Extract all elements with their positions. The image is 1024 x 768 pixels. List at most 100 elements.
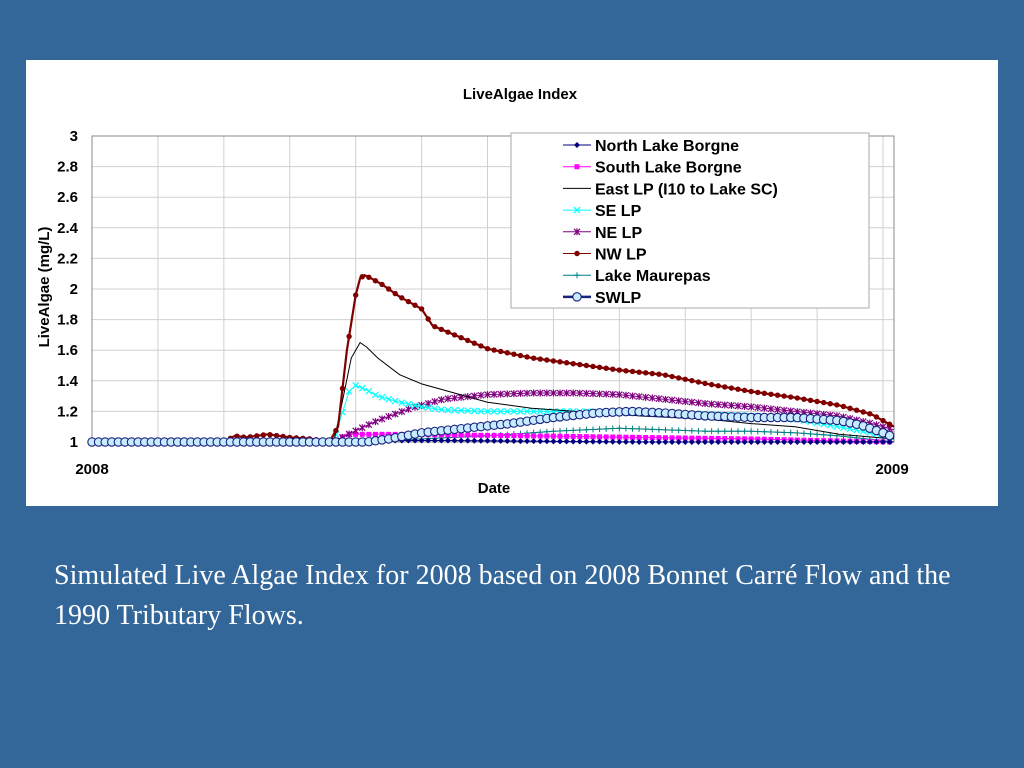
marker-lake-maurepas (787, 429, 794, 436)
marker-ne-lp (695, 399, 702, 407)
marker-nw-lp (801, 396, 807, 402)
marker-nw-lp (649, 370, 656, 377)
marker-north-lake-borgne (886, 439, 893, 445)
marker-se-lp (372, 391, 379, 399)
marker-ne-lp (734, 402, 742, 410)
marker-north-lake-borgne (484, 437, 491, 444)
marker-lake-maurepas (662, 426, 669, 433)
marker-south-lake-borgne (511, 433, 517, 439)
marker-north-lake-borgne (715, 439, 722, 445)
marker-lake-maurepas (721, 428, 728, 435)
marker-north-lake-borgne (418, 437, 425, 444)
marker-nw-lp (643, 370, 649, 376)
marker-se-lp (385, 395, 393, 403)
marker-ne-lp (727, 401, 735, 409)
y-tick-label: 3 (70, 128, 78, 145)
marker-ne-lp (378, 415, 386, 423)
marker-south-lake-borgne (649, 435, 655, 441)
marker-se-lp (484, 407, 491, 415)
marker-south-lake-borgne (735, 436, 741, 442)
x-tick-label-start: 2008 (75, 461, 108, 478)
marker-north-lake-borgne (425, 437, 432, 444)
marker-south-lake-borgne (702, 435, 708, 441)
marker-north-lake-borgne (708, 439, 715, 445)
marker-nw-lp (491, 347, 497, 353)
marker-ne-lp (622, 391, 630, 399)
marker-south-lake-borgne (636, 434, 642, 440)
marker-ne-lp (391, 410, 399, 418)
marker-north-lake-borgne (748, 439, 755, 445)
marker-north-lake-borgne (649, 439, 656, 445)
marker-se-lp (451, 406, 458, 414)
marker-nw-lp (273, 432, 280, 439)
marker-nw-lp (807, 397, 814, 404)
y-tick-label: 2.8 (57, 159, 78, 176)
marker-lake-maurepas (583, 426, 590, 433)
marker-se-lp (477, 407, 485, 415)
marker-ne-lp (741, 402, 749, 410)
marker-south-lake-borgne (715, 435, 721, 441)
marker-lake-maurepas (636, 425, 643, 432)
marker-north-lake-borgne (583, 438, 590, 445)
marker-lake-maurepas (570, 427, 577, 434)
marker-ne-lp (490, 390, 498, 398)
marker-south-lake-borgne (471, 432, 477, 438)
marker-nw-lp (708, 381, 715, 388)
marker-ne-lp (484, 391, 491, 399)
marker-ne-lp (760, 404, 768, 412)
marker-north-lake-borgne (800, 439, 807, 445)
marker-south-lake-borgne (550, 433, 556, 439)
marker-north-lake-borgne (814, 439, 821, 445)
marker-ne-lp (365, 421, 373, 429)
marker-north-lake-borgne (682, 439, 689, 445)
marker-north-lake-borgne (570, 438, 577, 445)
marker-north-lake-borgne (464, 437, 471, 444)
marker-north-lake-borgne (675, 439, 682, 445)
marker-lake-maurepas (695, 427, 702, 434)
marker-south-lake-borgne (676, 435, 682, 441)
legend-label-ne-lp: NE LP (595, 225, 642, 242)
marker-nw-lp (880, 417, 886, 424)
marker-south-lake-borgne (597, 434, 603, 440)
marker-se-lp (517, 407, 524, 415)
marker-nw-lp (636, 369, 642, 375)
marker-south-lake-borgne (623, 434, 629, 440)
marker-se-lp (437, 406, 445, 413)
marker-nw-lp (715, 383, 721, 389)
marker-lake-maurepas (741, 428, 748, 435)
marker-se-lp (490, 407, 498, 415)
marker-south-lake-borgne (583, 434, 589, 440)
marker-south-lake-borgne (379, 431, 385, 437)
marker-nw-lp (616, 367, 623, 373)
marker-ne-lp (543, 389, 551, 397)
marker-nw-lp (497, 348, 504, 355)
marker-north-lake-borgne (767, 439, 774, 445)
marker-north-lake-borgne (517, 438, 524, 445)
marker-north-lake-borgne (458, 437, 465, 444)
marker-ne-lp (615, 391, 623, 399)
marker-lake-maurepas (708, 428, 715, 435)
marker-nw-lp (504, 350, 510, 356)
marker-lake-maurepas (642, 426, 649, 433)
marker-se-lp (510, 407, 518, 415)
marker-nw-lp (267, 431, 273, 438)
marker-north-lake-borgne (451, 437, 458, 444)
marker-south-lake-borgne (722, 436, 728, 442)
marker-lake-maurepas (814, 431, 821, 438)
marker-south-lake-borgne (366, 431, 372, 437)
marker-se-lp (530, 407, 538, 415)
marker-ne-lp (385, 413, 393, 420)
marker-nw-lp (768, 391, 774, 397)
marker-ne-lp (477, 391, 485, 399)
marker-ne-lp (747, 403, 755, 411)
marker-lake-maurepas (596, 426, 603, 433)
marker-ne-lp (372, 418, 379, 426)
marker-nw-lp (610, 366, 616, 372)
marker-south-lake-borgne (524, 433, 530, 439)
marker-south-lake-borgne (682, 435, 688, 441)
marker-nw-lp (511, 351, 517, 357)
marker-se-lp (411, 402, 419, 409)
marker-nw-lp (372, 278, 379, 284)
marker-nw-lp (656, 371, 662, 377)
marker-south-lake-borgne (616, 434, 622, 440)
